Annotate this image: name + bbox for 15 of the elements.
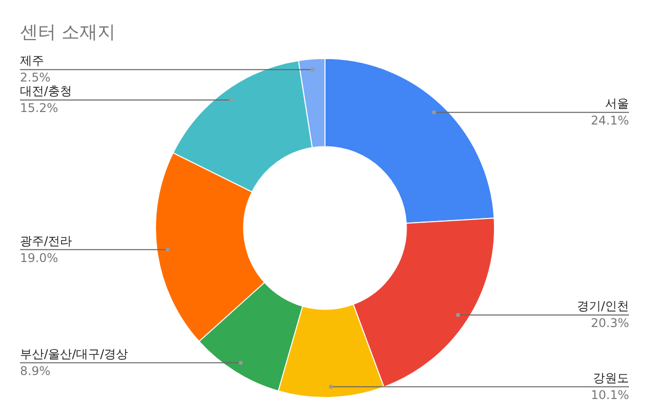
slice-label: 경기/인천 [576, 299, 629, 314]
data-label: 19.0% [20, 250, 58, 265]
data-label: 24.1% [590, 114, 629, 128]
data-label: 20.3% [590, 316, 629, 330]
data-label: 15.2% [20, 101, 58, 116]
slice-label: 광주/전라 [20, 234, 72, 248]
chart-title: 센터 소재지 [20, 21, 116, 44]
data-label: 8.9% [20, 364, 50, 378]
data-label: 10.1% [590, 388, 629, 402]
slice-label: 강원도 [593, 370, 629, 385]
data-label: 2.5% [20, 70, 50, 85]
slice-label: 부산/울산/대구/경상 [20, 346, 128, 361]
slice-label: 제주 [20, 54, 44, 68]
slice-label: 대전/충청 [20, 84, 72, 98]
slice-label: 서울 [605, 96, 629, 111]
